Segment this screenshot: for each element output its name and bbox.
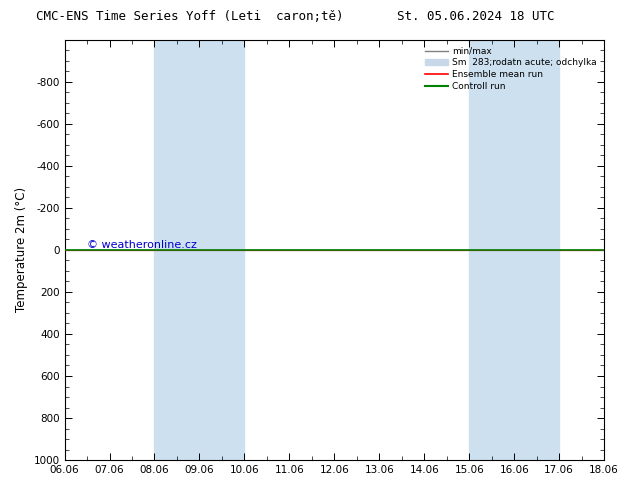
Bar — [155, 40, 244, 460]
Text: CMC-ENS Time Series Yoff (Leti  caron;tě): CMC-ENS Time Series Yoff (Leti caron;tě) — [36, 10, 344, 23]
Text: St. 05.06.2024 18 UTC: St. 05.06.2024 18 UTC — [397, 10, 554, 23]
Y-axis label: Temperature 2m (°C): Temperature 2m (°C) — [15, 187, 28, 313]
Text: © weatheronline.cz: © weatheronline.cz — [87, 240, 197, 250]
Legend: min/max, Sm  283;rodatn acute; odchylka, Ensemble mean run, Controll run: min/max, Sm 283;rodatn acute; odchylka, … — [422, 44, 600, 94]
Bar — [469, 40, 559, 460]
